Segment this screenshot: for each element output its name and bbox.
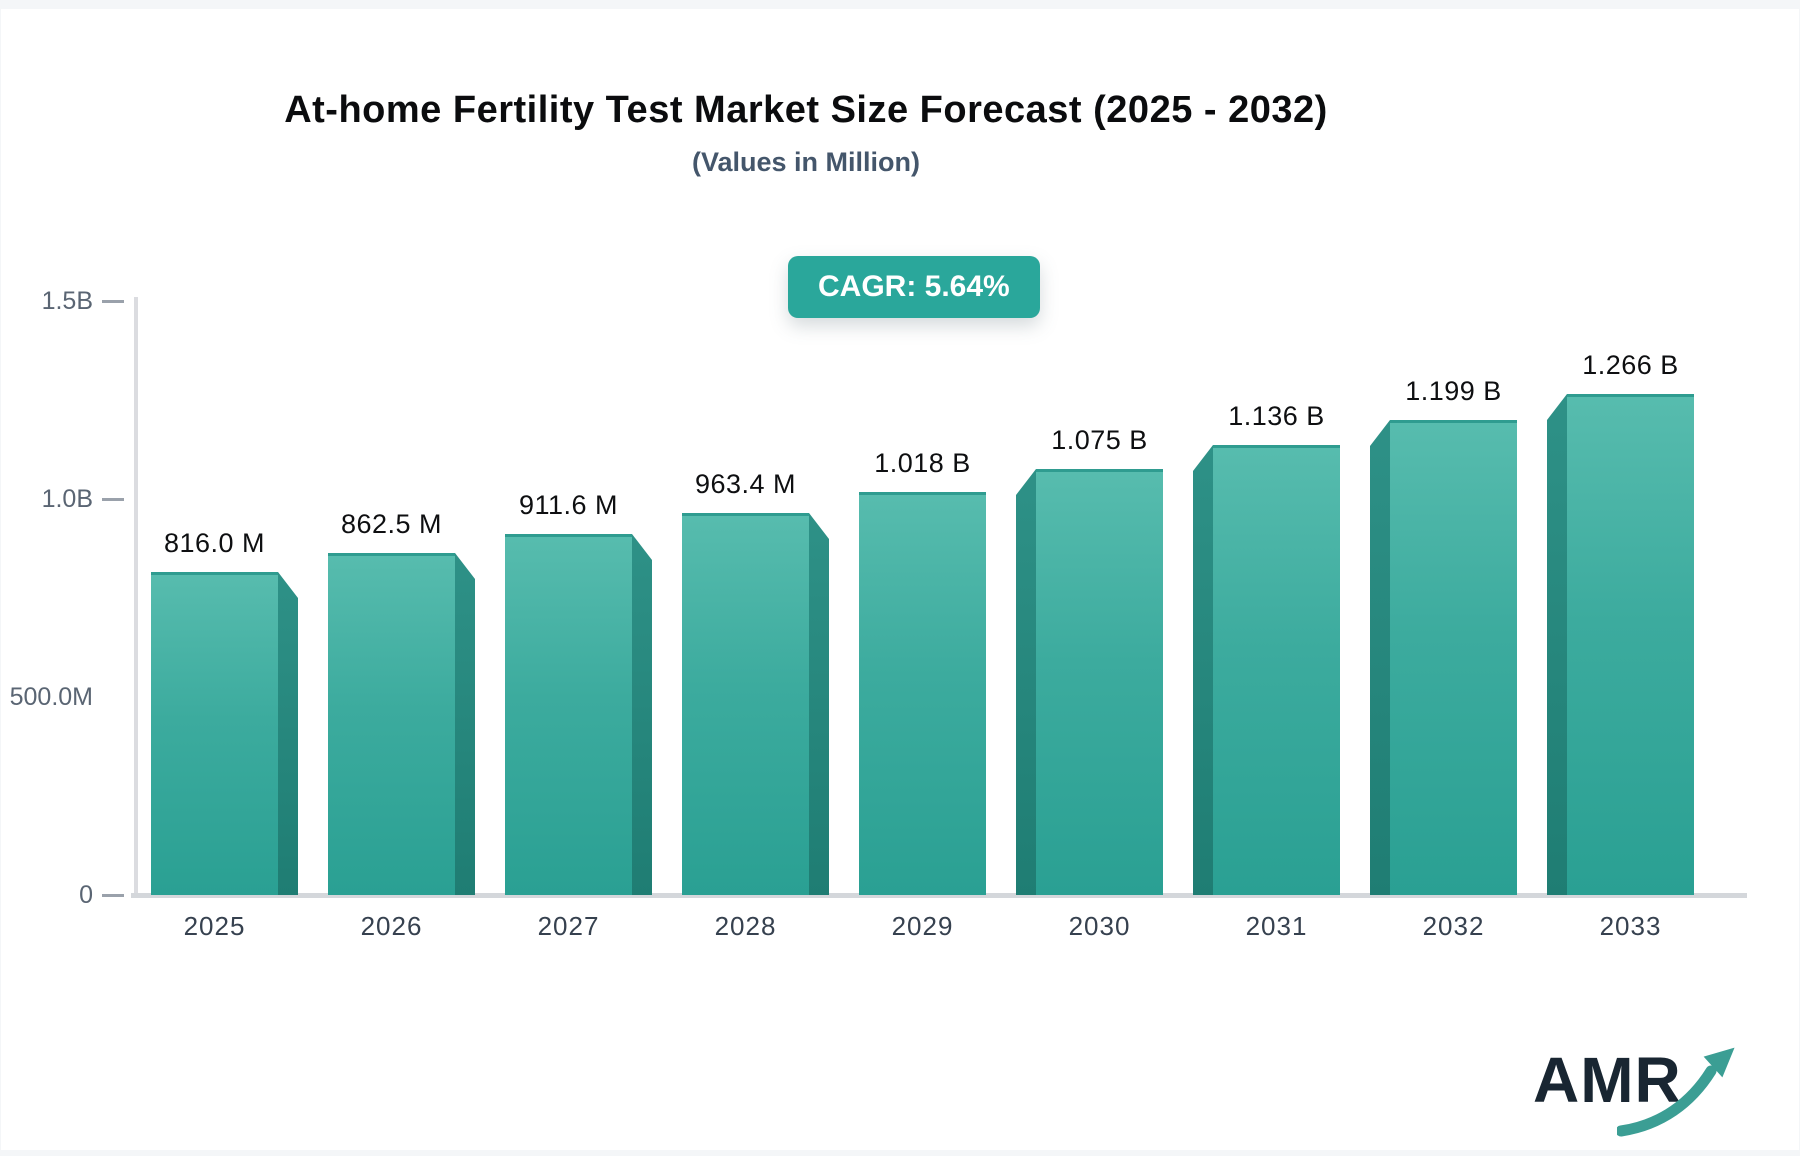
y-tick-label: 1.0B — [41, 485, 93, 513]
chart-card: At-home Fertility Test Market Size Forec… — [1, 9, 1799, 1150]
x-axis-label: 2029 — [891, 911, 954, 941]
bar-side-2028 — [809, 513, 829, 895]
amr-logo-text: AMR — [1533, 1044, 1682, 1116]
bar-2029 — [859, 492, 986, 895]
x-axis-label: 2025 — [183, 911, 246, 941]
y-tick-label: 500.0M — [9, 683, 93, 711]
x-axis-label: 2033 — [1599, 911, 1662, 941]
bar-value-label: 816.0 M — [163, 528, 266, 558]
bar-side-2031 — [1193, 445, 1213, 895]
bar-side-2027 — [632, 534, 652, 895]
bar-side-2030 — [1016, 469, 1036, 895]
x-axis-baseline — [131, 893, 1747, 898]
bar-2027 — [505, 534, 632, 895]
bar-value-label: 1.136 B — [1228, 401, 1325, 431]
bar-value-label: 1.199 B — [1405, 376, 1502, 406]
page-edge-top — [0, 0, 1800, 9]
x-axis-label: 2031 — [1245, 911, 1308, 941]
bar-2025 — [151, 572, 278, 895]
bar-value-label: 963.4 M — [694, 469, 797, 499]
x-axis-label: 2032 — [1422, 911, 1485, 941]
y-tick-dash — [102, 300, 124, 303]
bar-value-label: 911.6 M — [518, 490, 619, 520]
bar-2026 — [328, 553, 455, 895]
bar-side-2026 — [455, 553, 475, 895]
x-axis-label: 2027 — [537, 911, 600, 941]
cagr-badge: CAGR: 5.64% — [788, 256, 1040, 318]
y-tick-dash — [102, 894, 124, 897]
bar-2030 — [1036, 469, 1163, 895]
bar-side-2033 — [1547, 394, 1567, 895]
y-tick-label: 1.5B — [41, 287, 93, 315]
x-axis-label: 2026 — [360, 911, 423, 941]
page-edge-bottom — [0, 1150, 1800, 1156]
growth-arrow-icon — [1617, 1047, 1735, 1137]
x-axis-label: 2028 — [714, 911, 777, 941]
x-axis-label: 2030 — [1068, 911, 1131, 941]
bar-value-label: 862.5 M — [340, 509, 443, 539]
y-tick-label: 0 — [79, 881, 93, 909]
y-axis-line — [134, 297, 138, 896]
chart-title: At-home Fertility Test Market Size Forec… — [284, 89, 1328, 131]
chart-subtitle: (Values in Million) — [691, 147, 921, 177]
amr-logo: AMR — [1527, 1035, 1787, 1145]
bar-value-label: 1.075 B — [1051, 425, 1148, 455]
bar-2033 — [1567, 394, 1694, 895]
bar-value-label: 1.266 B — [1582, 350, 1679, 380]
y-tick-dash — [102, 498, 124, 501]
bar-side-2032 — [1370, 420, 1390, 895]
bar-2028 — [682, 513, 809, 895]
bar-value-label: 1.018 B — [874, 448, 971, 478]
bar-side-2025 — [278, 572, 298, 895]
bar-2031 — [1213, 445, 1340, 895]
bar-2032 — [1390, 420, 1517, 895]
